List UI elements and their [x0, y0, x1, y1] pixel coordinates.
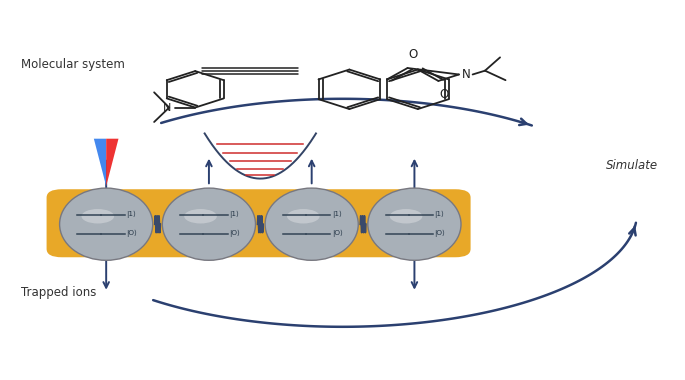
Text: O: O — [408, 48, 418, 61]
Ellipse shape — [368, 188, 461, 260]
FancyBboxPatch shape — [47, 189, 471, 257]
Text: |1⟩: |1⟩ — [126, 211, 136, 218]
Text: |1⟩: |1⟩ — [229, 211, 239, 218]
Text: |O⟩: |O⟩ — [434, 230, 445, 238]
Polygon shape — [94, 139, 106, 186]
Ellipse shape — [265, 188, 358, 260]
Text: Molecular system: Molecular system — [21, 58, 125, 71]
Text: |O⟩: |O⟩ — [332, 230, 342, 238]
Text: N: N — [462, 68, 471, 81]
Ellipse shape — [82, 209, 114, 223]
Text: |1⟩: |1⟩ — [434, 211, 445, 218]
Text: O: O — [439, 88, 449, 101]
Ellipse shape — [287, 209, 320, 223]
Text: |1⟩: |1⟩ — [332, 211, 342, 218]
Ellipse shape — [184, 209, 217, 223]
Text: N: N — [163, 103, 171, 112]
Text: |O⟩: |O⟩ — [126, 230, 137, 238]
Ellipse shape — [390, 209, 423, 223]
Polygon shape — [106, 139, 119, 186]
Ellipse shape — [162, 188, 256, 260]
Ellipse shape — [60, 188, 153, 260]
Text: Simulate: Simulate — [606, 159, 658, 172]
Text: |O⟩: |O⟩ — [229, 230, 240, 238]
Text: Trapped ions: Trapped ions — [21, 286, 96, 299]
